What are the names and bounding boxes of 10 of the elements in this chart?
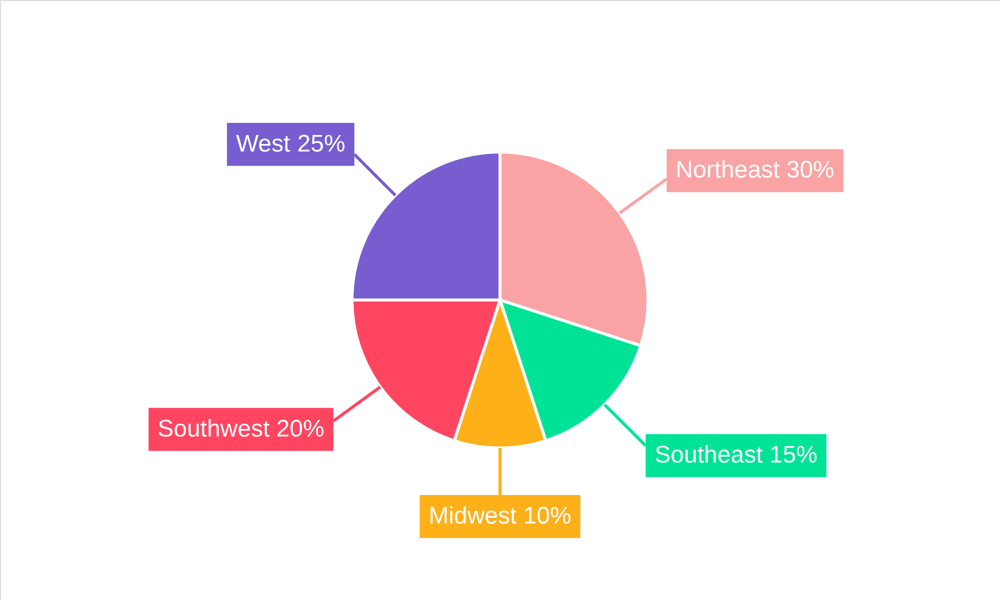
data-label: 10% bbox=[523, 502, 572, 530]
data-label: 25% bbox=[297, 130, 346, 158]
data-label: 15% bbox=[769, 442, 818, 469]
data-label: 20% bbox=[276, 415, 324, 442]
slice-label: West bbox=[236, 130, 291, 158]
slice-label: Northeast bbox=[676, 156, 780, 184]
slice-label: Midwest bbox=[428, 502, 517, 530]
slice-label: Southwest bbox=[158, 415, 270, 442]
slice-label: Southeast bbox=[654, 442, 764, 469]
data-label: 30% bbox=[786, 156, 834, 184]
